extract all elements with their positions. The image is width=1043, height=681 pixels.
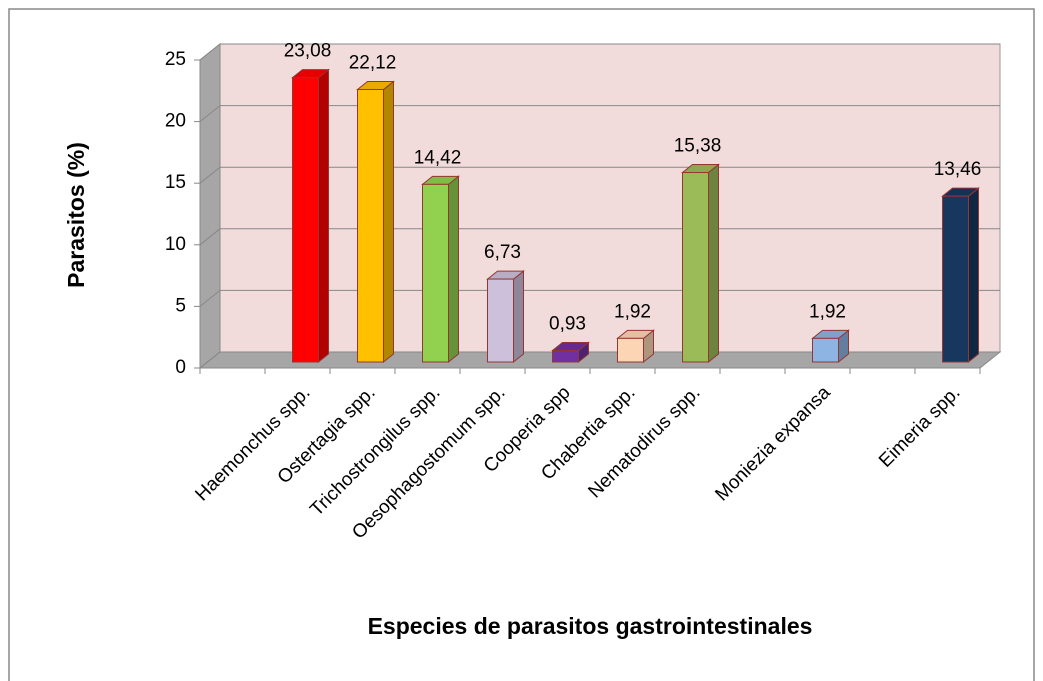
bar-side <box>383 80 394 364</box>
bar <box>616 329 655 364</box>
bar <box>421 175 460 364</box>
x-axis-title: Especies de parasitos gastrointestinales <box>368 613 813 639</box>
x-tick-label: Nematodirus spp. <box>584 382 704 502</box>
bar-side <box>968 187 979 364</box>
side-wall <box>199 42 221 370</box>
bar-front <box>292 77 319 363</box>
bar-front <box>617 337 644 363</box>
bar-side <box>318 68 329 364</box>
value-label: 0,93 <box>549 314 586 335</box>
bar <box>551 341 590 364</box>
grid-line <box>199 43 1000 61</box>
grid-line <box>199 351 1000 369</box>
bar-front <box>357 88 384 363</box>
bar <box>291 68 330 364</box>
y-tick-label: 0 <box>175 357 186 378</box>
bar-front <box>552 350 579 363</box>
y-tick-label: 15 <box>165 172 186 193</box>
bar <box>486 270 525 364</box>
x-tick-label: Moniezia expansa <box>711 382 834 505</box>
bar <box>941 187 980 364</box>
grid-line <box>199 105 1000 122</box>
chart-frame <box>8 8 1035 681</box>
bar-front <box>942 195 969 363</box>
bar-front <box>682 172 709 363</box>
bar-front <box>812 337 839 363</box>
y-tick-label: 5 <box>175 295 186 316</box>
y-axis-title: Parasitos (%) <box>63 142 89 288</box>
y-tick-label: 25 <box>165 49 186 70</box>
bar-front <box>487 278 514 363</box>
value-label: 23,08 <box>284 41 332 62</box>
x-tick-label: Haemonchus spp. <box>191 382 314 505</box>
grid-line <box>199 228 1000 246</box>
grid-line <box>199 289 1000 307</box>
value-label: 1,92 <box>614 301 651 322</box>
value-label: 22,12 <box>349 52 397 73</box>
x-tick-label: Trichostrongilus spp. <box>306 382 444 520</box>
value-label: 6,73 <box>484 242 521 263</box>
bar-side <box>448 175 459 364</box>
bar-front <box>422 183 449 363</box>
value-label: 15,38 <box>674 136 722 157</box>
bar-side <box>513 270 524 364</box>
y-tick-label: 10 <box>165 234 186 255</box>
value-label: 1,92 <box>809 301 846 322</box>
x-tick-label: Eimeria spp. <box>875 382 965 472</box>
grid-line <box>199 166 1000 184</box>
value-label: 14,42 <box>414 147 462 168</box>
bar <box>811 329 850 364</box>
bar <box>356 80 395 364</box>
back-wall <box>219 43 1001 353</box>
y-tick-label: 20 <box>165 111 186 132</box>
value-label: 13,46 <box>934 159 982 180</box>
bar-side <box>708 163 719 364</box>
bar <box>681 163 720 364</box>
